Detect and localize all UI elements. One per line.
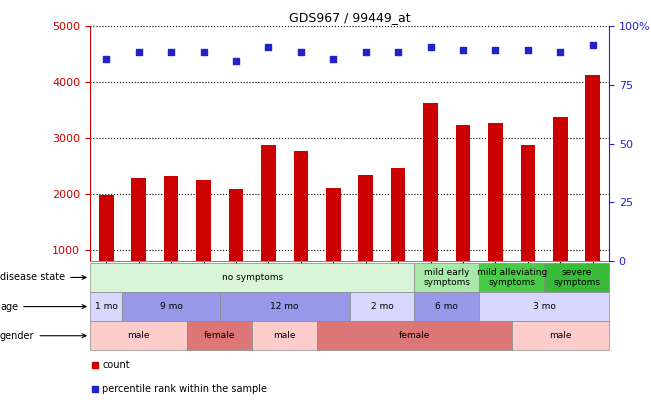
Bar <box>359 175 373 261</box>
Bar <box>317 321 512 350</box>
Bar <box>553 117 568 261</box>
Bar <box>479 292 609 321</box>
Bar <box>294 151 308 261</box>
Bar <box>350 292 415 321</box>
Point <box>199 49 209 55</box>
Bar <box>488 124 503 261</box>
Bar <box>415 292 479 321</box>
Text: 9 mo: 9 mo <box>159 302 182 311</box>
Bar <box>479 263 544 292</box>
Text: mild early
symptoms: mild early symptoms <box>423 268 470 287</box>
Bar <box>415 263 479 292</box>
Text: female: female <box>204 331 236 340</box>
Point <box>361 49 371 55</box>
Point <box>328 56 339 62</box>
Point <box>101 56 111 62</box>
Bar <box>132 178 146 261</box>
Text: male: male <box>549 331 572 340</box>
Text: female: female <box>398 331 430 340</box>
Text: male: male <box>128 331 150 340</box>
Text: percentile rank within the sample: percentile rank within the sample <box>102 384 268 394</box>
Text: gender: gender <box>0 331 86 341</box>
Text: 12 mo: 12 mo <box>270 302 299 311</box>
Point <box>296 49 306 55</box>
Point <box>166 49 176 55</box>
Bar <box>252 321 317 350</box>
Point <box>555 49 566 55</box>
Bar <box>585 75 600 261</box>
Bar <box>90 263 415 292</box>
Bar <box>220 292 350 321</box>
Bar <box>99 195 113 261</box>
Text: 2 mo: 2 mo <box>370 302 393 311</box>
Text: male: male <box>273 331 296 340</box>
Text: no symptoms: no symptoms <box>221 273 283 282</box>
Bar <box>164 176 178 261</box>
Bar <box>512 321 609 350</box>
Bar <box>90 292 122 321</box>
Text: 3 mo: 3 mo <box>533 302 555 311</box>
Bar <box>187 321 252 350</box>
Text: 6 mo: 6 mo <box>436 302 458 311</box>
Bar <box>521 145 535 261</box>
Text: count: count <box>102 360 130 369</box>
Bar <box>326 188 340 261</box>
Point <box>263 44 273 51</box>
Point <box>458 47 468 53</box>
Bar <box>196 180 211 261</box>
Point <box>393 49 404 55</box>
Text: disease state: disease state <box>0 273 86 282</box>
Point <box>230 58 241 65</box>
Point <box>133 49 144 55</box>
Bar <box>391 168 406 261</box>
Title: GDS967 / 99449_at: GDS967 / 99449_at <box>288 11 410 24</box>
Text: mild alleviating
symptoms: mild alleviating symptoms <box>477 268 547 287</box>
Text: severe
symptoms: severe symptoms <box>553 268 600 287</box>
Bar <box>229 189 243 261</box>
Point <box>490 47 501 53</box>
Point <box>425 44 436 51</box>
Bar <box>122 292 220 321</box>
Point <box>588 42 598 48</box>
Bar <box>456 125 470 261</box>
Bar <box>423 103 438 261</box>
Text: age: age <box>0 302 86 311</box>
Bar <box>261 145 276 261</box>
Bar <box>544 263 609 292</box>
Point <box>523 47 533 53</box>
Text: 1 mo: 1 mo <box>95 302 118 311</box>
Bar <box>90 321 187 350</box>
